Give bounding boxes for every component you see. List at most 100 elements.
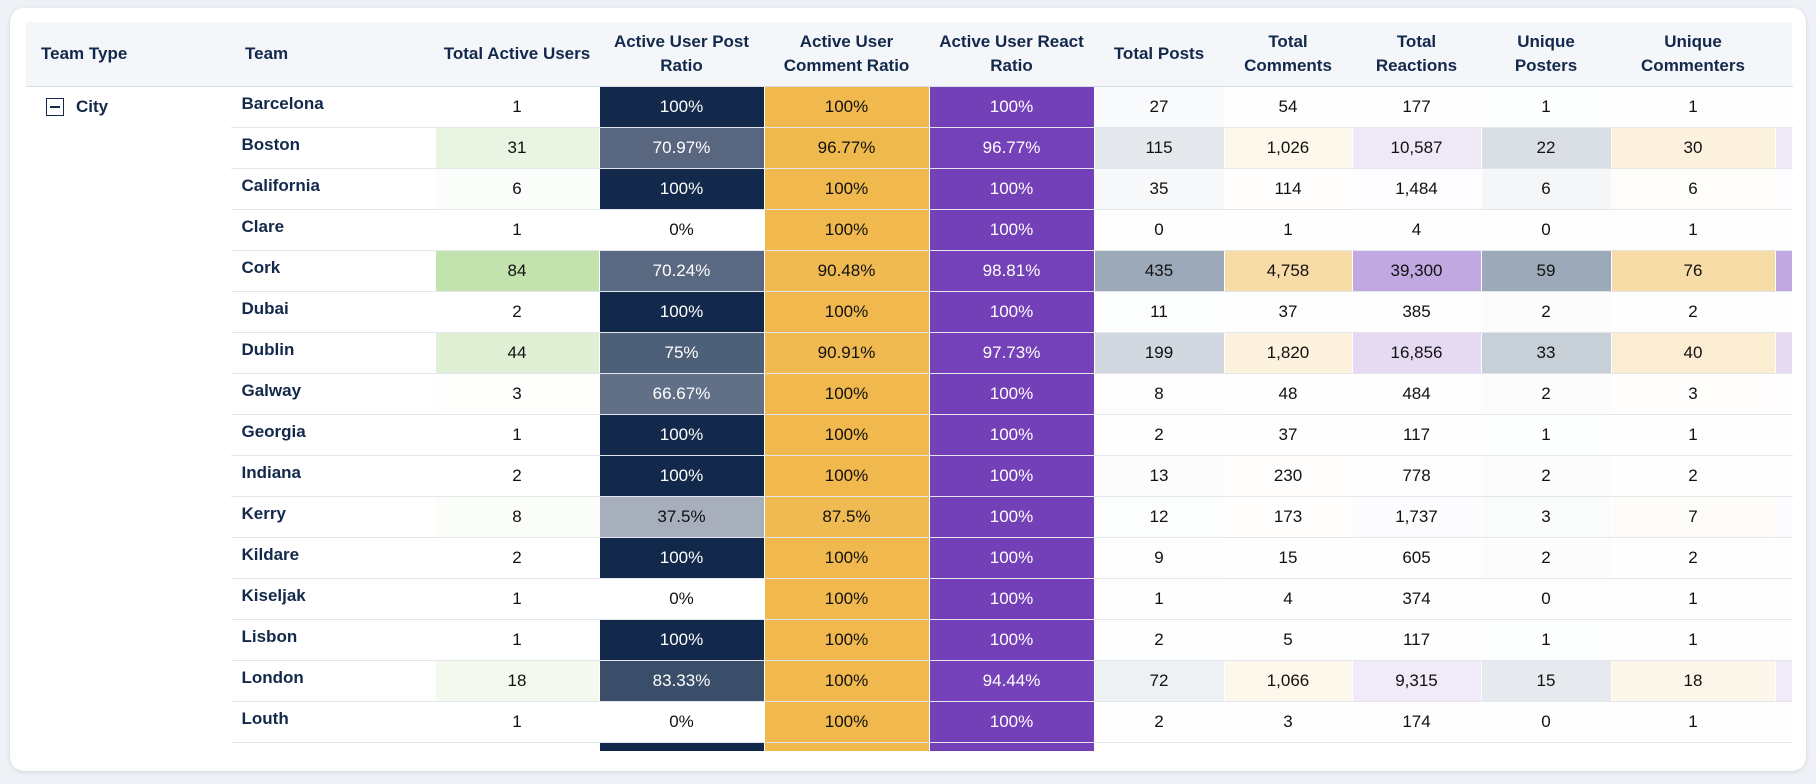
cell-posters[interactable]: 2 bbox=[1481, 291, 1612, 333]
cell-commenters[interactable]: 1 bbox=[1611, 414, 1776, 456]
cell-posters[interactable]: 1 bbox=[1481, 619, 1612, 661]
cell-posters[interactable]: 59 bbox=[1481, 250, 1612, 292]
cell-comments[interactable]: 48 bbox=[1224, 373, 1353, 415]
table-row[interactable]: Cork 84 70.24% 90.48% 98.81% 435 4,758 39,300 59… bbox=[26, 250, 1793, 292]
team-name[interactable]: Kildare bbox=[230, 537, 436, 579]
table-row[interactable]: Kiseljak 1 0% 100% 100% 1 4 374 0 1 bbox=[26, 578, 1793, 620]
cell-commenters[interactable]: 2 bbox=[1611, 291, 1776, 333]
team-name[interactable]: Dubai bbox=[230, 291, 436, 333]
cell-comments[interactable]: 15 bbox=[1224, 537, 1353, 579]
cell-comments[interactable]: 114 bbox=[1224, 168, 1353, 210]
cell-reactions[interactable]: 174 bbox=[1352, 701, 1482, 743]
column-header-total-posts[interactable]: Total Posts bbox=[1094, 22, 1224, 87]
team-name[interactable]: Cork bbox=[230, 250, 436, 292]
column-header-react-ratio[interactable]: Active User React Ratio bbox=[929, 22, 1094, 87]
cell-reactions[interactable]: 484 bbox=[1352, 373, 1482, 415]
cell-comment[interactable]: 100% bbox=[764, 701, 930, 743]
cell-comment[interactable]: 100% bbox=[764, 168, 930, 210]
cell-posts[interactable]: 8 bbox=[1094, 373, 1225, 415]
cell-post[interactable]: 100% bbox=[599, 414, 765, 456]
cell-users[interactable]: 1 bbox=[435, 86, 600, 128]
team-name[interactable]: Indiana bbox=[230, 455, 436, 497]
cell-reactions[interactable]: 9,315 bbox=[1352, 660, 1482, 702]
cell-posters[interactable]: 33 bbox=[1481, 332, 1612, 374]
cell-react[interactable]: 100% bbox=[929, 86, 1095, 128]
cell-comments[interactable]: 173 bbox=[1224, 496, 1353, 538]
cell-post[interactable]: 66.67% bbox=[599, 373, 765, 415]
cell-posters[interactable]: 1 bbox=[1481, 414, 1612, 456]
cell-reactions[interactable]: 374 bbox=[1352, 578, 1482, 620]
cell-reactions[interactable]: 177 bbox=[1352, 86, 1482, 128]
cell-commenters[interactable]: 7 bbox=[1611, 496, 1776, 538]
table-row[interactable]: City Barcelona 1 100% 100% 100% 27 54 177 1 1 bbox=[26, 86, 1793, 751]
cell-users[interactable]: 84 bbox=[435, 250, 600, 292]
column-header-unique-posters[interactable]: Unique Posters bbox=[1481, 22, 1611, 87]
cell-comment[interactable]: 96.77% bbox=[764, 127, 930, 169]
cell-reactions[interactable]: 1,737 bbox=[1352, 496, 1482, 538]
cell-comments[interactable]: 230 bbox=[1224, 455, 1353, 497]
column-header-post-ratio[interactable]: Active User Post Ratio bbox=[599, 22, 764, 87]
cell-post[interactable]: 100% bbox=[599, 537, 765, 579]
cell-posters[interactable]: 2 bbox=[1481, 455, 1612, 497]
cell-reactions[interactable]: 605 bbox=[1352, 537, 1482, 579]
cell-commenters[interactable]: 1 bbox=[1611, 701, 1776, 743]
cell-posts[interactable]: 9 bbox=[1094, 537, 1225, 579]
cell-reactions[interactable]: 4 bbox=[1352, 209, 1482, 251]
cell-posts[interactable]: 12 bbox=[1094, 496, 1225, 538]
team-name[interactable]: London bbox=[230, 660, 436, 702]
cell-react[interactable]: 100% bbox=[929, 291, 1095, 333]
cell-posts[interactable]: 115 bbox=[1094, 127, 1225, 169]
cell-reactions[interactable]: 39,300 bbox=[1352, 250, 1482, 292]
cell-posters[interactable]: 2 bbox=[1481, 537, 1612, 579]
table-row[interactable]: Dublin 44 75% 90.91% 97.73% 199 1,820 16,856 33 4… bbox=[26, 332, 1793, 374]
cell-users[interactable]: 18 bbox=[435, 660, 600, 702]
cell-comments[interactable]: 1 bbox=[1224, 209, 1353, 251]
cell-users[interactable]: 1 bbox=[435, 209, 600, 251]
team-name[interactable]: Boston bbox=[230, 127, 436, 169]
cell-comment[interactable]: 100% bbox=[764, 209, 930, 251]
cell-posts[interactable]: 0 bbox=[1094, 209, 1225, 251]
cell-react[interactable]: 100% bbox=[929, 701, 1095, 743]
cell-comments[interactable]: 37 bbox=[1224, 291, 1353, 333]
cell-react[interactable]: 94.44% bbox=[929, 660, 1095, 702]
team-name[interactable]: Clare bbox=[230, 209, 436, 251]
cell-reactions[interactable]: 778 bbox=[1352, 455, 1482, 497]
team-name[interactable]: California bbox=[230, 168, 436, 210]
column-header-total-reactions[interactable]: Total Reactions bbox=[1352, 22, 1481, 87]
cell-commenters[interactable]: 1 bbox=[1611, 578, 1776, 620]
cell-comment[interactable]: 100% bbox=[764, 537, 930, 579]
cell-users[interactable]: 1 bbox=[435, 578, 600, 620]
team-name[interactable]: Lisbon bbox=[230, 619, 436, 661]
cell-commenters[interactable]: 1 bbox=[1611, 209, 1776, 251]
cell-users[interactable]: 2 bbox=[435, 537, 600, 579]
cell-react[interactable]: 100% bbox=[929, 209, 1095, 251]
cell-post[interactable]: 70.97% bbox=[599, 127, 765, 169]
cell-posts[interactable]: 2 bbox=[1094, 701, 1225, 743]
cell-posts[interactable]: 11 bbox=[1094, 291, 1225, 333]
cell-posters[interactable]: 3 bbox=[1481, 496, 1612, 538]
cell-react[interactable]: 100% bbox=[929, 455, 1095, 497]
cell-comments[interactable]: 3 bbox=[1224, 701, 1353, 743]
cell-posts[interactable]: 72 bbox=[1094, 660, 1225, 702]
cell-post[interactable]: 0% bbox=[599, 209, 765, 251]
cell-post[interactable]: 70.24% bbox=[599, 250, 765, 292]
cell-posts[interactable]: 35 bbox=[1094, 168, 1225, 210]
table-row[interactable]: Louth 1 0% 100% 100% 2 3 174 0 1 bbox=[26, 701, 1793, 743]
cell-post[interactable]: 100% bbox=[599, 291, 765, 333]
cell-commenters[interactable]: 40 bbox=[1611, 332, 1776, 374]
cell-react[interactable]: 100% bbox=[929, 619, 1095, 661]
cell-react[interactable]: 100% bbox=[929, 168, 1095, 210]
cell-posters[interactable]: 22 bbox=[1481, 127, 1612, 169]
cell-posters[interactable]: 1 bbox=[1481, 86, 1612, 128]
cell-users[interactable]: 2 bbox=[435, 455, 600, 497]
cell-commenters[interactable]: 2 bbox=[1611, 537, 1776, 579]
team-name[interactable]: Louth bbox=[230, 701, 436, 743]
cell-react[interactable]: 96.77% bbox=[929, 127, 1095, 169]
column-header-team-type[interactable]: Team Type bbox=[26, 22, 230, 87]
cell-comments[interactable]: 37 bbox=[1224, 414, 1353, 456]
cell-react[interactable]: 100% bbox=[929, 373, 1095, 415]
cell-react[interactable]: 100% bbox=[929, 496, 1095, 538]
column-header-total-active-users[interactable]: Total Active Users bbox=[435, 22, 599, 87]
cell-post[interactable]: 100% bbox=[599, 455, 765, 497]
team-name[interactable]: Barcelona bbox=[230, 86, 436, 128]
